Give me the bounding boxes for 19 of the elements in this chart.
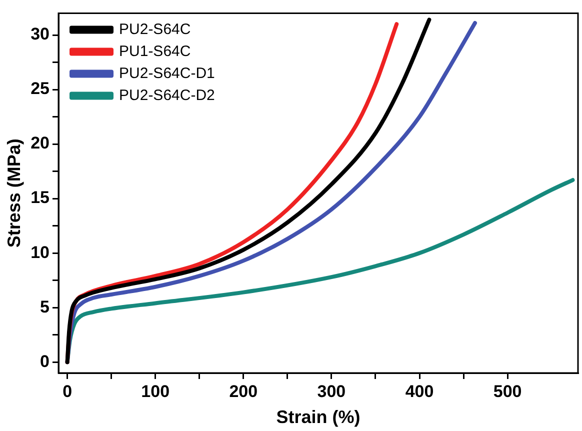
x-tick-label: 400 bbox=[405, 382, 434, 401]
x-tick-label: 0 bbox=[62, 382, 72, 401]
y-tick-label: 25 bbox=[30, 79, 50, 98]
y-tick-label: 5 bbox=[40, 297, 50, 316]
legend-label: PU2-S64C bbox=[119, 20, 191, 38]
x-tick-label: 500 bbox=[493, 382, 522, 401]
x-axis-title: Strain (%) bbox=[276, 407, 360, 428]
legend-label: PU1-S64C bbox=[119, 42, 191, 60]
y-axis-title: Stress (MPa) bbox=[4, 138, 24, 248]
x-tick-label: 300 bbox=[317, 382, 346, 401]
y-tick-label: 15 bbox=[30, 188, 50, 208]
y-tick-label: 30 bbox=[30, 24, 50, 44]
y-tick-label: 20 bbox=[30, 134, 50, 153]
y-tick-label: 10 bbox=[30, 242, 50, 262]
legend-label: PU2-S64C-D2 bbox=[119, 86, 215, 104]
legend-label: PU2-S64C-D1 bbox=[119, 64, 215, 82]
y-tick-label: 0 bbox=[40, 352, 50, 371]
x-tick-label: 200 bbox=[229, 382, 258, 401]
x-tick-label: 100 bbox=[141, 382, 170, 401]
